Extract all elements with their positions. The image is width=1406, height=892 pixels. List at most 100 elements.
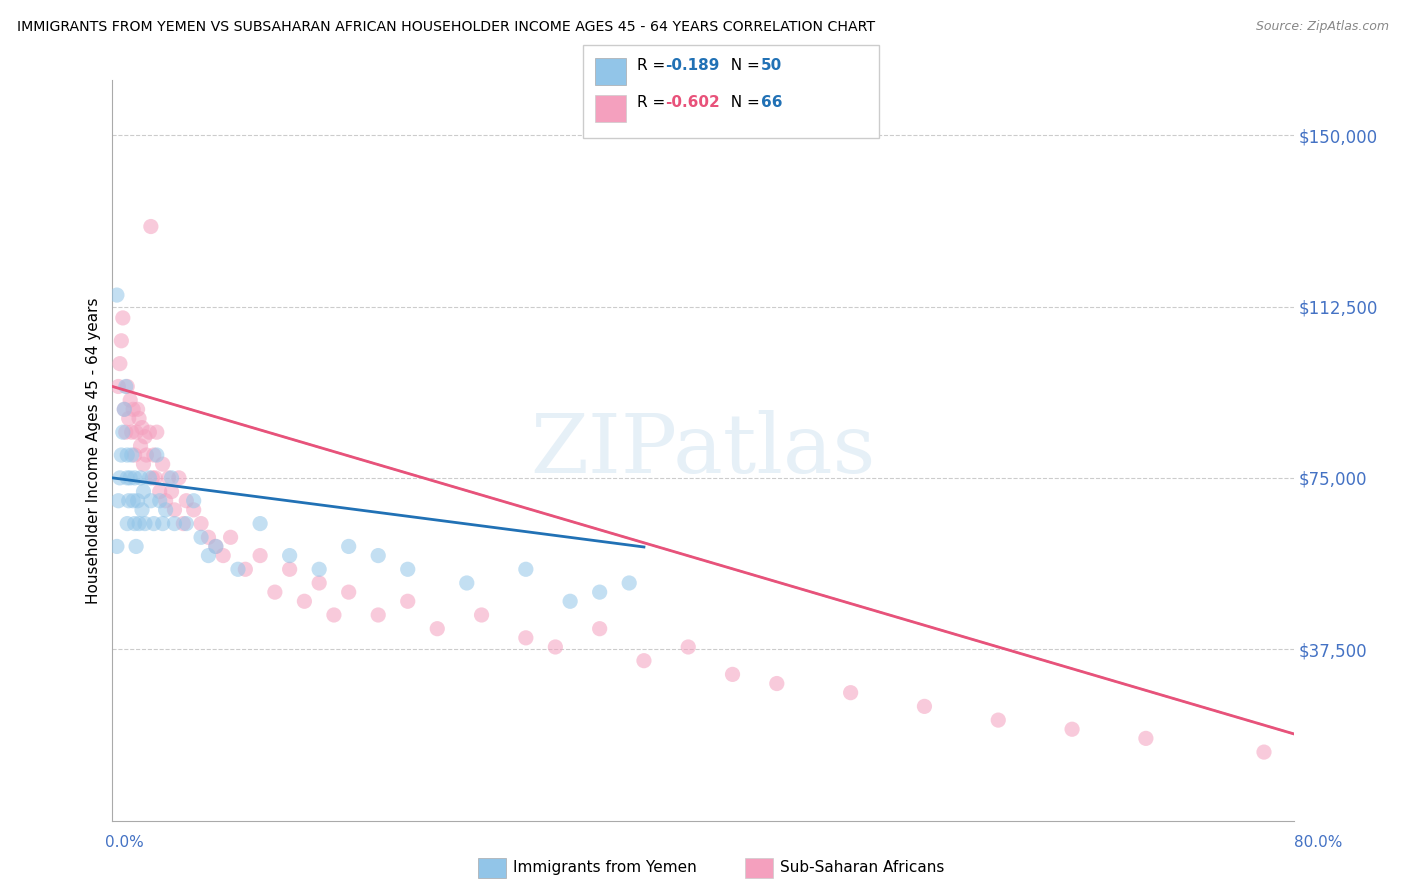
Point xyxy=(110,334,132,348)
Point xyxy=(278,549,301,563)
Point xyxy=(226,562,249,576)
Point xyxy=(678,640,700,654)
Point xyxy=(127,402,149,417)
Point xyxy=(515,562,537,576)
Point xyxy=(122,493,145,508)
Point xyxy=(111,425,134,440)
Point xyxy=(117,379,138,393)
Point xyxy=(249,549,271,563)
Point xyxy=(396,594,419,608)
Point xyxy=(183,493,205,508)
Text: 66: 66 xyxy=(761,95,782,110)
Text: ZIPatlas: ZIPatlas xyxy=(530,410,876,491)
Point xyxy=(155,503,177,517)
Point xyxy=(839,686,862,700)
Point xyxy=(174,516,197,531)
Point xyxy=(107,379,129,393)
Point xyxy=(470,607,494,622)
Point xyxy=(1062,723,1084,737)
Point xyxy=(124,448,146,462)
Text: R =: R = xyxy=(637,95,671,110)
Point xyxy=(118,411,141,425)
Point xyxy=(633,654,655,668)
Point xyxy=(121,448,143,462)
Point xyxy=(323,607,346,622)
Point xyxy=(515,631,537,645)
Point xyxy=(124,471,146,485)
Point xyxy=(121,425,143,440)
Point xyxy=(146,425,169,440)
Point xyxy=(129,439,152,453)
Point xyxy=(205,540,228,554)
Point xyxy=(558,594,582,608)
Point xyxy=(146,448,169,462)
Point xyxy=(163,516,186,531)
Point xyxy=(117,471,138,485)
Point xyxy=(544,640,567,654)
Point xyxy=(110,448,132,462)
Point xyxy=(1253,745,1275,759)
Point xyxy=(1135,731,1157,746)
Point xyxy=(108,471,131,485)
Text: IMMIGRANTS FROM YEMEN VS SUBSAHARAN AFRICAN HOUSEHOLDER INCOME AGES 45 - 64 YEAR: IMMIGRANTS FROM YEMEN VS SUBSAHARAN AFRI… xyxy=(17,20,875,34)
Point xyxy=(118,493,141,508)
Point xyxy=(124,516,146,531)
Y-axis label: Householder Income Ages 45 - 64 years: Householder Income Ages 45 - 64 years xyxy=(86,297,101,604)
Point xyxy=(105,288,128,302)
Point xyxy=(138,471,160,485)
Point xyxy=(141,471,163,485)
Point xyxy=(152,516,174,531)
Point xyxy=(337,540,360,554)
Point xyxy=(249,516,271,531)
Text: R =: R = xyxy=(637,58,671,72)
Point xyxy=(143,471,166,485)
Point xyxy=(456,576,478,591)
Point xyxy=(114,379,136,393)
Point xyxy=(152,457,174,471)
Point xyxy=(117,448,138,462)
Point xyxy=(914,699,936,714)
Point xyxy=(588,622,610,636)
Point xyxy=(131,420,153,434)
Text: -0.189: -0.189 xyxy=(665,58,720,72)
Point xyxy=(112,402,135,417)
Point xyxy=(111,310,134,325)
Text: N =: N = xyxy=(721,95,765,110)
Text: 50: 50 xyxy=(761,58,782,72)
Point xyxy=(131,503,153,517)
Point xyxy=(308,576,330,591)
Point xyxy=(120,471,142,485)
Text: -0.602: -0.602 xyxy=(665,95,720,110)
Point xyxy=(163,503,186,517)
Point xyxy=(142,448,165,462)
Point xyxy=(134,516,156,531)
Point xyxy=(108,357,131,371)
Point xyxy=(367,549,389,563)
Text: Source: ZipAtlas.com: Source: ZipAtlas.com xyxy=(1256,20,1389,33)
Point xyxy=(396,562,419,576)
Point xyxy=(426,622,449,636)
Point xyxy=(278,562,301,576)
Point xyxy=(172,516,194,531)
Point xyxy=(766,676,789,690)
Point xyxy=(132,484,155,499)
Point xyxy=(139,493,162,508)
Point xyxy=(167,471,190,485)
Point xyxy=(112,402,135,417)
Point xyxy=(120,393,142,408)
Point xyxy=(135,448,157,462)
Point xyxy=(128,516,150,531)
Point xyxy=(117,516,138,531)
Point xyxy=(160,471,183,485)
Point xyxy=(149,493,172,508)
Point xyxy=(174,493,197,508)
Point xyxy=(197,530,219,544)
Point xyxy=(122,402,145,417)
Point xyxy=(128,411,150,425)
Point xyxy=(127,493,149,508)
Point xyxy=(367,607,389,622)
Point xyxy=(132,457,155,471)
Point xyxy=(205,540,228,554)
Point xyxy=(157,471,180,485)
Point xyxy=(139,219,162,234)
